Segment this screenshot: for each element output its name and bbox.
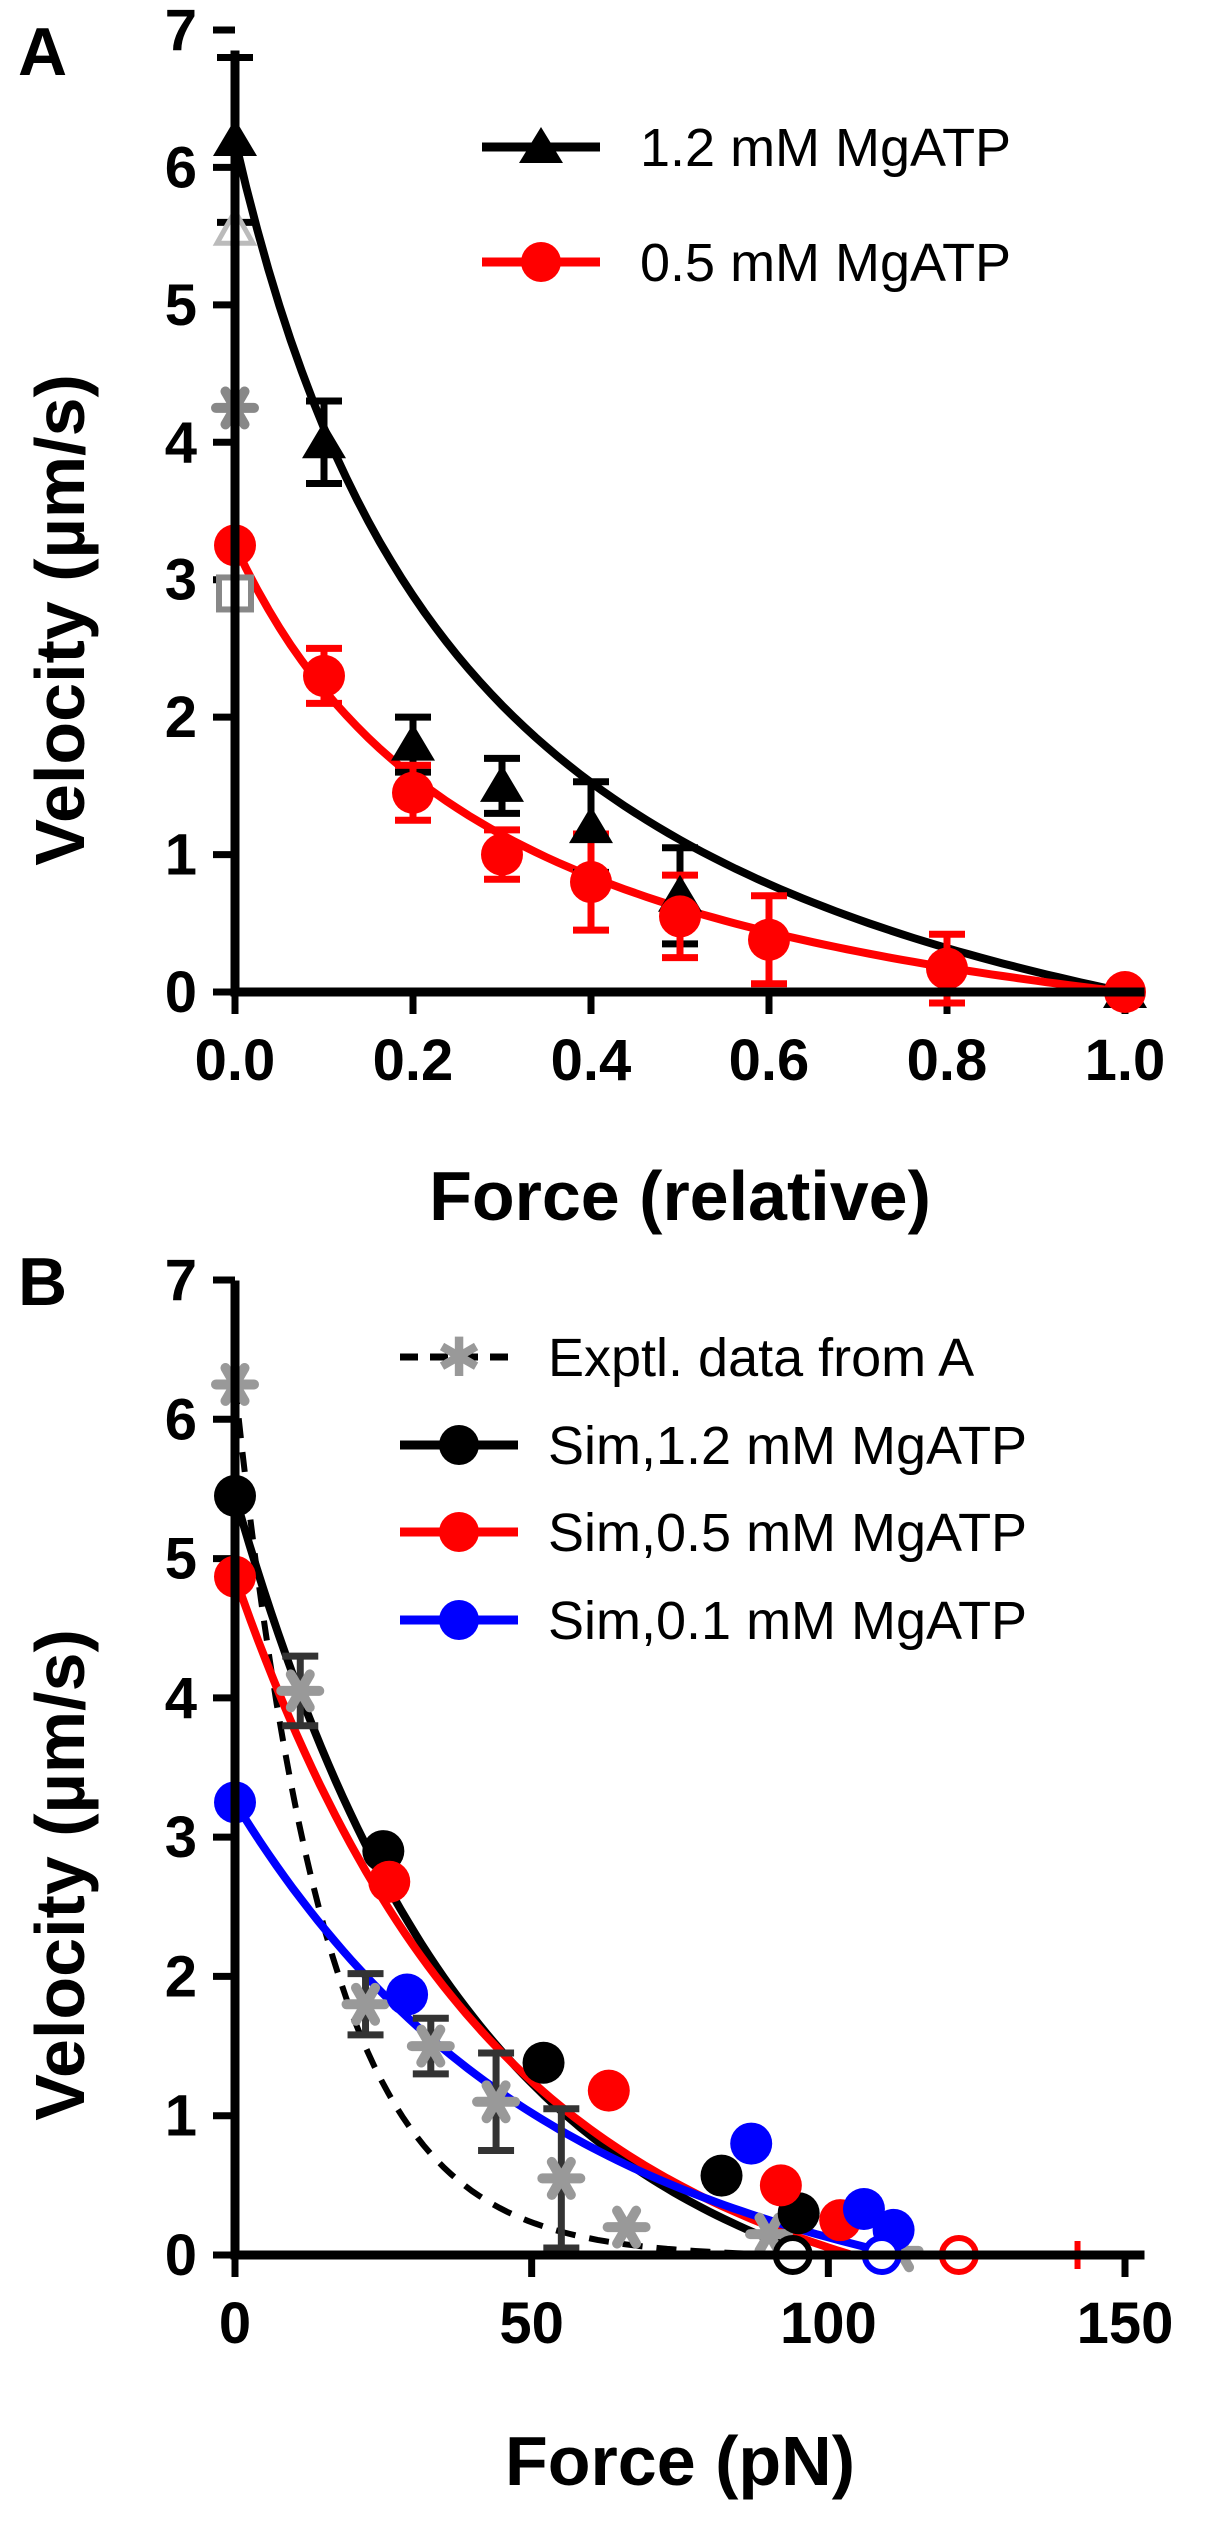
y-tick-label: 1 [165,823,197,888]
y-tick-label: 5 [165,1527,197,1592]
y-tick-label: 7 [165,0,197,63]
data-point [392,771,434,814]
y-tick-label: 4 [165,1666,197,1731]
data-point [570,861,612,904]
y-axis-title-a: Velocity (µm/s) [21,374,99,866]
data-point [926,947,968,990]
data-point [386,1973,429,2016]
panel-b: B Velocity (µm/s) Force (pN) 0 50 100 150 0… [18,1244,1173,2500]
y-tick-label: 4 [165,410,197,475]
x-tick-label: 150 [1077,2291,1174,2356]
y-tick-label: 5 [165,273,197,338]
data-point [700,2154,743,2197]
x-ticks-b: 0 50 100 150 [219,2255,1174,2356]
legend-label-0-5mm: 0.5 mM MgATP [640,233,1011,293]
x-axis-title-b: Force (pN) [505,2422,855,2500]
legend-item-sim-0-5mm: Sim,0.5 mM MgATP [400,1503,1027,1563]
y-tick-label: 0 [165,960,197,1025]
data-point [481,833,523,876]
y-tick-label: 6 [165,135,197,200]
legend-a: 1.2 mM MgATP 0.5 mM MgATP [482,118,1011,293]
x-tick-label: 1.0 [1085,1028,1166,1093]
panel-label-a: A [18,14,67,90]
y-tick-label: 6 [165,1387,197,1452]
x-tick-label: 0 [219,2291,251,2356]
data-point [303,654,345,697]
legend-circle-blue [439,1600,479,1640]
legend-circle-black [439,1425,479,1465]
y-tick-label: 7 [165,1248,197,1313]
legend-item-sim-1-2mm: Sim,1.2 mM MgATP [400,1416,1027,1476]
data-point [659,895,701,938]
panel-label-b: B [18,1244,67,1320]
x-tick-label: 0.8 [907,1028,988,1093]
legend-label-sim-0-1mm: Sim,0.1 mM MgATP [548,1591,1027,1651]
y-tick-label: 0 [165,2223,197,2288]
x-tick-label: 0.4 [551,1028,632,1093]
error-bars-b [282,1652,1081,2269]
legend-b: ✱ Exptl. data from A Sim,1.2 mM MgATP Si… [400,1326,1027,1651]
data-point [480,764,524,802]
legend-circle-red [439,1512,479,1552]
data-point [391,723,435,761]
legend-item-sim-0-1mm: Sim,0.1 mM MgATP [400,1591,1027,1651]
x-tick-label: 0.2 [373,1028,454,1093]
data-markers-a [211,118,1147,1013]
panel-a: A Velocity (µm/s) Force (relative) 0.0 0.… [18,0,1165,1235]
data-point [730,2122,773,2165]
fit-curve-2 [231,1575,854,2259]
data-point [368,1860,411,1903]
legend-item-0-5mm: 0.5 mM MgATP [482,233,1011,293]
y-tick-label: 2 [165,1944,197,2009]
x-axis-title-a: Force (relative) [429,1157,931,1235]
data-point [759,2164,802,2207]
data-point [472,2080,521,2124]
legend-circle-marker [521,242,561,282]
legend-label-1-2mm: 1.2 mM MgATP [640,118,1011,178]
data-point [748,918,790,961]
x-tick-label: 100 [780,2291,877,2356]
legend-star-marker: ✱ [436,1326,481,1389]
legend-label-sim-0-5mm: Sim,0.5 mM MgATP [548,1503,1027,1563]
data-point [406,2024,455,2068]
y-tick-label: 3 [165,548,197,613]
x-ticks-a: 0.0 0.2 0.4 0.6 0.8 1.0 [195,992,1166,1093]
y-ticks-b: 0 1 2 3 4 5 6 7 [165,1248,235,2288]
x-tick-label: 0.6 [729,1028,810,1093]
fit-curve-0 [231,138,1126,996]
legend-label-sim-1-2mm: Sim,1.2 mM MgATP [548,1416,1027,1476]
y-tick-label: 2 [165,685,197,750]
data-point [302,421,346,459]
y-axis-title-b: Velocity (µm/s) [21,1629,99,2121]
legend-triangle-marker [519,127,563,163]
legend-item-1-2mm: 1.2 mM MgATP [482,118,1011,178]
data-point [602,2205,651,2249]
data-point [341,1982,390,2026]
legend-label-exptl: Exptl. data from A [548,1328,974,1388]
data-point [745,2212,793,2256]
data-point [537,2156,586,2200]
data-point [842,2188,885,2231]
x-tick-label: 0.0 [195,1028,276,1093]
x-tick-label: 50 [499,2291,564,2356]
data-point [276,1669,325,1713]
y-tick-label: 3 [165,1805,197,1870]
data-point [522,2041,565,2084]
legend-item-exptl: ✱ Exptl. data from A [400,1326,974,1389]
data-point [569,806,613,844]
y-tick-label: 1 [165,2084,197,2149]
data-point [587,2069,630,2112]
